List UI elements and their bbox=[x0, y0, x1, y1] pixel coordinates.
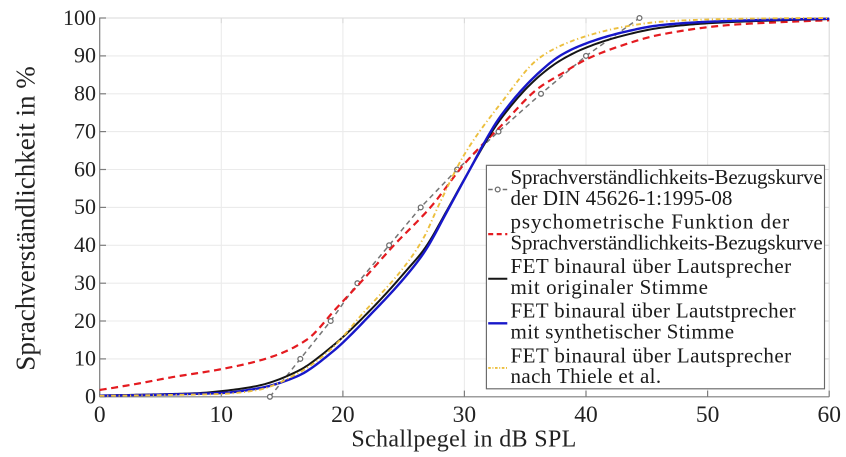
svg-text:80: 80 bbox=[74, 81, 96, 106]
svg-text:Schallpegel in dB SPL: Schallpegel in dB SPL bbox=[351, 426, 576, 452]
svg-text:0: 0 bbox=[94, 402, 106, 428]
svg-text:90: 90 bbox=[74, 43, 96, 68]
svg-text:10: 10 bbox=[74, 346, 96, 371]
svg-text:40: 40 bbox=[574, 402, 598, 428]
svg-text:60: 60 bbox=[74, 156, 96, 181]
svg-text:0: 0 bbox=[85, 384, 96, 409]
svg-text:mit originaler Stimme: mit originaler Stimme bbox=[511, 275, 709, 299]
svg-text:Sprachverständlichkeits-Bezugs: Sprachverständlichkeits-Bezugskurve bbox=[511, 165, 823, 189]
svg-text:30: 30 bbox=[453, 402, 477, 428]
svg-text:der DIN 45626-1:1995-08: der DIN 45626-1:1995-08 bbox=[511, 186, 733, 210]
svg-text:FET binaural über Lautsprecher: FET binaural über Lautsprecher bbox=[511, 343, 792, 367]
svg-text:70: 70 bbox=[74, 118, 96, 143]
svg-text:psychometrische Funktion der: psychometrische Funktion der bbox=[511, 210, 791, 234]
svg-text:100: 100 bbox=[63, 5, 96, 30]
svg-text:Sprachverständlichkeit in %: Sprachverständlichkeit in % bbox=[11, 66, 41, 370]
svg-text:40: 40 bbox=[74, 232, 96, 257]
svg-text:50: 50 bbox=[696, 402, 720, 428]
svg-text:nach Thiele et al.: nach Thiele et al. bbox=[511, 364, 662, 388]
svg-text:Sprachverständlichkeits-Bezugs: Sprachverständlichkeits-Bezugskurve bbox=[511, 230, 823, 254]
svg-text:20: 20 bbox=[74, 308, 96, 333]
svg-text:60: 60 bbox=[817, 402, 841, 428]
svg-text:FET binaural über Lautstpreche: FET binaural über Lautstprecher bbox=[511, 299, 796, 323]
svg-text:FET binaural über Lautsprecher: FET binaural über Lautsprecher bbox=[511, 254, 792, 278]
svg-text:50: 50 bbox=[74, 194, 96, 219]
svg-text:20: 20 bbox=[331, 402, 355, 428]
svg-text:mit synthetischer Stimme: mit synthetischer Stimme bbox=[511, 320, 735, 344]
svg-text:10: 10 bbox=[210, 402, 234, 428]
svg-text:30: 30 bbox=[74, 270, 96, 295]
